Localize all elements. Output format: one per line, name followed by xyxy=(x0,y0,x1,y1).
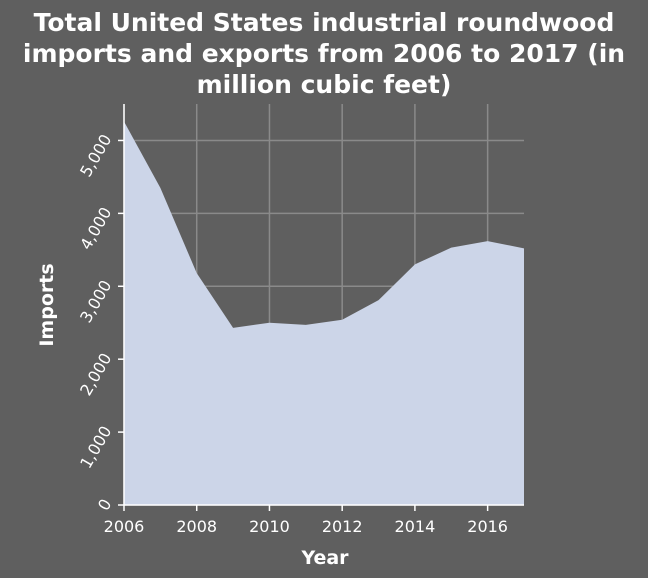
x-tick-label-1: 2008 xyxy=(176,517,217,536)
y-axis-label: Imports xyxy=(36,263,58,346)
x-tick-label-4: 2014 xyxy=(395,517,436,536)
imports-area xyxy=(124,121,524,506)
x-tick-label-3: 2012 xyxy=(322,517,363,536)
x-tick-label-5: 2016 xyxy=(467,517,508,536)
y-tick-label-1: 1,000 xyxy=(76,423,115,472)
y-axis-ticks: 0 1,000 2,000 3,000 4,000 5,000 xyxy=(76,131,124,514)
axes xyxy=(123,104,524,506)
chart-title-line-1: Total United States industrial roundwood xyxy=(34,8,615,37)
x-tick-label-2: 2010 xyxy=(249,517,290,536)
chart-title-line-2: imports and exports from 2006 to 2017 (i… xyxy=(23,39,625,68)
y-tick-label-0: 0 xyxy=(94,496,116,514)
y-tick-label-5: 5,000 xyxy=(76,131,115,180)
y-tick-label-3: 3,000 xyxy=(76,277,115,326)
x-axis-ticks: 2006 2008 2010 2012 2014 2016 xyxy=(104,505,508,536)
y-tick-label-2: 2,000 xyxy=(76,350,115,399)
chart-title-line-3: million cubic feet) xyxy=(197,70,452,99)
y-tick-label-4: 4,000 xyxy=(76,204,115,253)
x-axis-label: Year xyxy=(300,547,349,569)
x-tick-label-0: 2006 xyxy=(104,517,145,536)
